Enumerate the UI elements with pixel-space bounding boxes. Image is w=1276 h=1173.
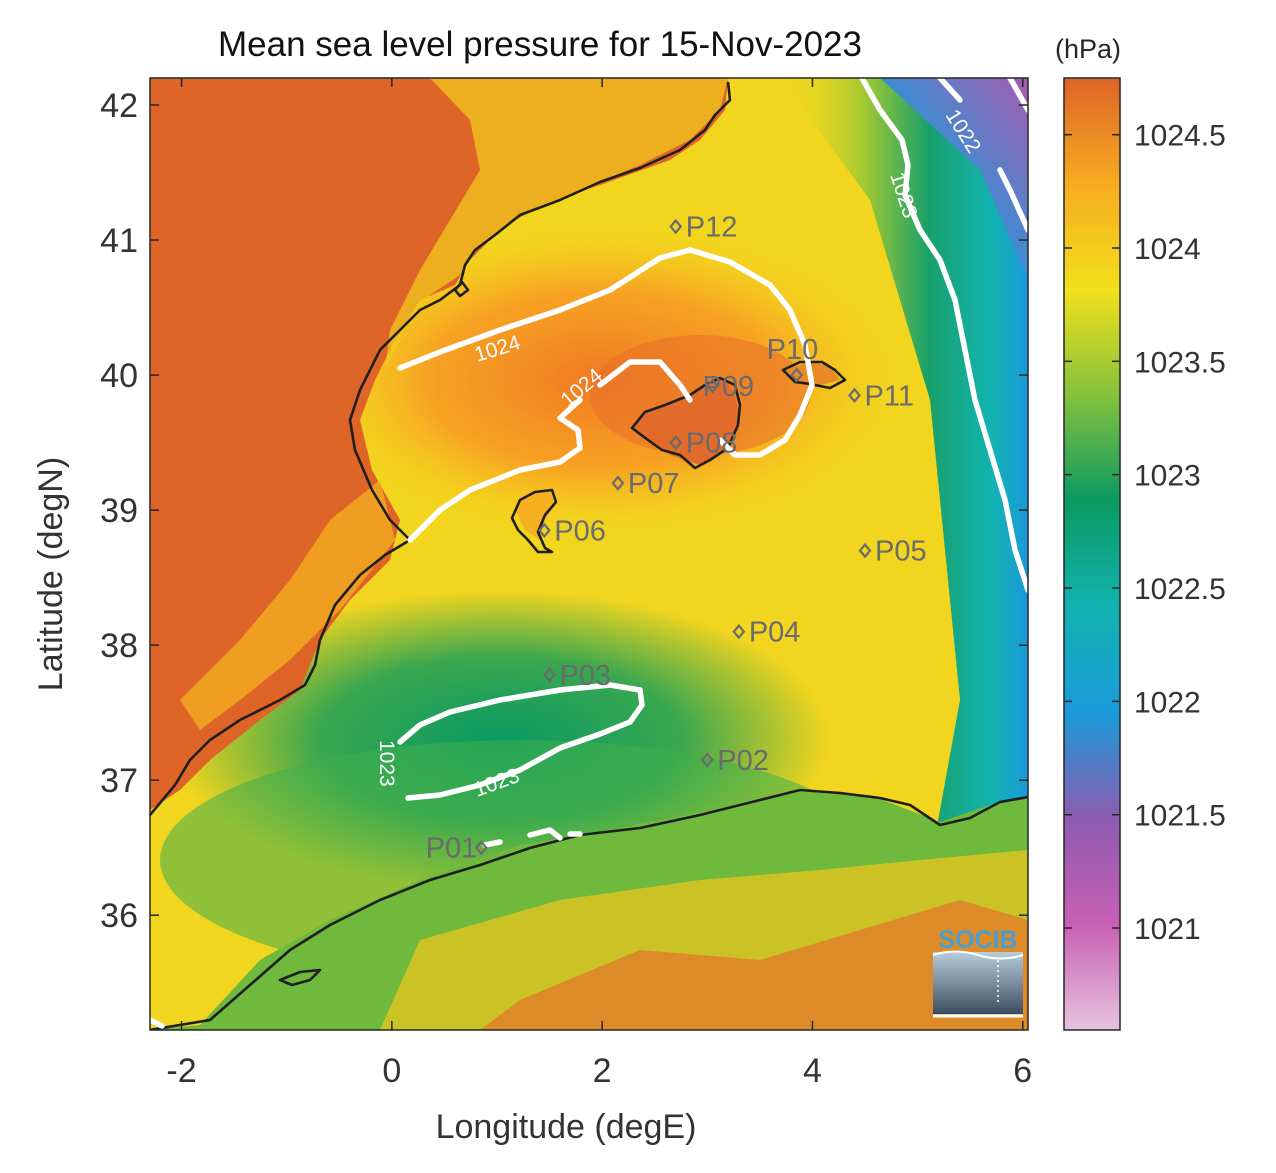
northeast-low-field [880, 78, 1028, 280]
y-axis-label: Latitude (degN) [32, 457, 70, 691]
station-label: P06 [554, 515, 606, 547]
colorbar-tick-label: 1021.5 [1134, 800, 1226, 833]
station-p11[interactable]: P11 [848, 380, 914, 412]
x-tick-label: 4 [803, 1052, 822, 1090]
station-p10[interactable]: P10 [767, 334, 819, 383]
station-marker-icon [669, 434, 683, 451]
x-axis-ticks: -2 0 2 4 6 [166, 78, 1032, 1090]
menorca-land [790, 362, 840, 385]
isobar-1024-upper [397, 247, 815, 458]
station-label: P11 [865, 380, 914, 412]
station-label: P07 [628, 468, 680, 500]
iberia-coastline [150, 81, 732, 816]
station-p08[interactable]: P08 [669, 428, 738, 460]
y-tick-label: 38 [100, 627, 138, 665]
colorbar-ticks: 1021 1021.5 1022 1022.5 1023 1023.5 1024 1024.5 [1064, 120, 1226, 946]
x-tick-label: 0 [382, 1052, 401, 1090]
colorbar-tick-label: 1024 [1134, 233, 1201, 266]
station-p02[interactable]: P02 [700, 745, 769, 777]
colorbar-tick-label: 1022.5 [1134, 573, 1226, 606]
isobars [150, 78, 1028, 1029]
chart-title: Mean sea level pressure for 15-Nov-2023 [218, 25, 862, 64]
y-tick-label: 42 [100, 87, 138, 125]
iberia-south-coast-band [180, 480, 395, 730]
station-p03[interactable]: P03 [543, 660, 612, 692]
station-marker-icon [537, 522, 551, 539]
station-p04[interactable]: P04 [732, 617, 801, 649]
colorbar [1063, 77, 1121, 1031]
colorbar-tick-label: 1023.5 [1134, 346, 1226, 379]
station-label: P05 [875, 536, 927, 568]
station-p12[interactable]: P12 [669, 212, 738, 244]
map-frame [149, 77, 1029, 1031]
station-label: P08 [686, 428, 738, 460]
station-marker-icon [474, 839, 488, 856]
colorbar-tick-label: 1021 [1134, 913, 1201, 946]
station-marker-icon [732, 623, 746, 640]
logo-wave [932, 950, 1024, 960]
x-tick-label: 6 [1013, 1052, 1032, 1090]
y-tick-label: 40 [100, 357, 138, 395]
station-marker-icon [700, 752, 714, 768]
y-tick-label: 39 [100, 492, 138, 530]
y-tick-label: 41 [100, 222, 138, 260]
coastlines [150, 81, 1028, 1030]
contour-label: 1023 [375, 740, 398, 787]
station-marker-icon [790, 367, 804, 383]
logo-background [933, 952, 1023, 1014]
station-marker-icon [543, 667, 557, 683]
ibiza-land [515, 490, 555, 540]
socib-logo: SOCIB [932, 926, 1024, 1018]
y-tick-label: 36 [100, 897, 138, 935]
isobar-1023-coast-fragments [482, 827, 583, 848]
station-p07[interactable]: P07 [611, 468, 680, 500]
x-tick-label: 2 [593, 1052, 612, 1090]
station-label: P02 [717, 745, 769, 777]
mallorca-coastline [630, 376, 742, 470]
station-label: P12 [686, 212, 738, 244]
isobar-1023-southwest [150, 1017, 165, 1029]
station-marker-icon [669, 218, 683, 235]
station-p06[interactable]: P06 [537, 515, 606, 547]
colorbar-tick-label: 1024.5 [1134, 120, 1226, 153]
station-label: P09 [703, 371, 755, 403]
y-axis-ticks: 36 37 38 39 40 41 42 [100, 87, 1028, 935]
isobar-1023-south [397, 682, 645, 801]
alboran-coastline [278, 968, 322, 987]
station-label: P10 [767, 334, 819, 366]
station-marker-icon [706, 378, 719, 394]
colorbar-tick-label: 1023 [1134, 460, 1201, 493]
station-p09[interactable]: P09 [703, 371, 755, 403]
station-label: P03 [560, 660, 612, 692]
north-africa-atlas [480, 900, 1028, 1030]
iberia-coastal-highlands [385, 78, 728, 370]
isobar-1022-east [937, 78, 1028, 233]
isobar-1024-lower [407, 397, 583, 543]
logo-text: SOCIB [938, 926, 1017, 954]
colorbar-unit: (hPa) [1055, 34, 1121, 64]
station-label: P04 [749, 617, 801, 649]
station-marker-icon [848, 387, 861, 404]
station-marker-icon [611, 475, 625, 491]
mallorca-land [632, 378, 740, 465]
station-p05[interactable]: P05 [858, 536, 927, 568]
map-panel: 1024 1024 1023 1022 1023 1023 P01P02P03P… [150, 78, 1028, 1030]
ibiza-coastline [510, 488, 558, 554]
y-tick-label: 37 [100, 762, 138, 800]
x-axis-label: Longitude (degE) [436, 1108, 697, 1146]
columbretes-coastline [453, 280, 470, 298]
station-label: P01 [426, 833, 478, 865]
isobar-1023-east [859, 78, 1028, 593]
africa-coastline [150, 788, 1028, 1030]
colorbar-tick-label: 1022 [1134, 686, 1201, 719]
x-tick-label: -2 [166, 1052, 196, 1090]
eastern-gradient-field [780, 78, 1028, 1030]
station-marker-icon [858, 542, 872, 559]
station-p01[interactable]: P01 [426, 833, 488, 865]
